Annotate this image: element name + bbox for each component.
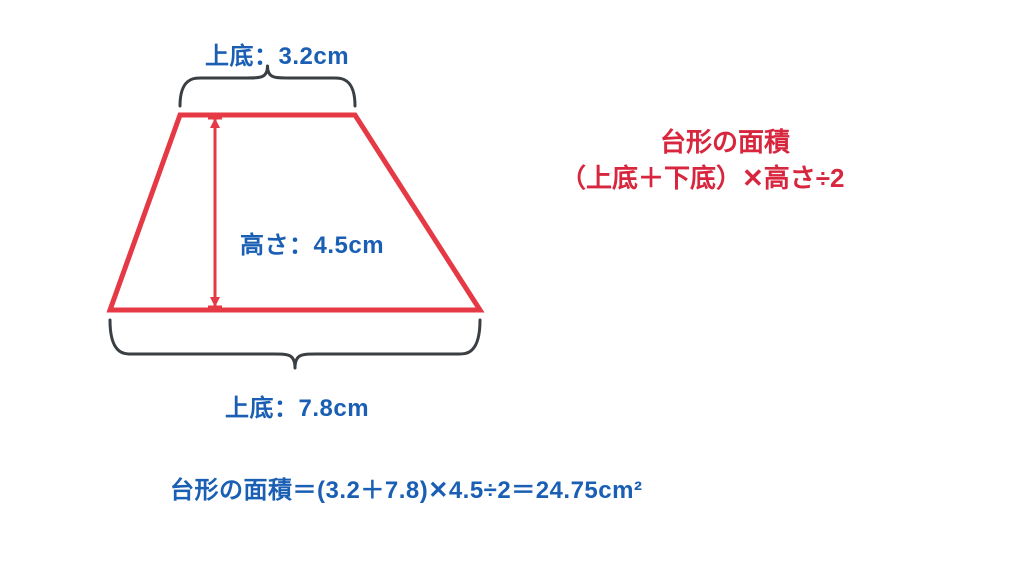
calculation-line: 台形の面積＝(3.2＋7.8)✕4.5÷2＝24.75cm² xyxy=(170,470,642,505)
height-label: 高さ：4.5cm xyxy=(240,225,384,260)
bottom-base-label: 上底：7.8cm xyxy=(225,388,369,423)
brace-bottom xyxy=(110,320,480,368)
diagram-stage: 上底：3.2cm 高さ：4.5cm 上底：7.8cm 台形の面積 （上底＋下底）… xyxy=(0,0,1024,576)
top-base-label: 上底：3.2cm xyxy=(205,36,349,71)
brace-top xyxy=(180,66,355,106)
formula-title: 台形の面積 xyxy=(660,122,790,159)
formula-body: （上底＋下底）✕高さ÷2 xyxy=(560,158,845,195)
trapezoid-shape xyxy=(110,115,480,310)
height-arrow xyxy=(208,118,222,307)
